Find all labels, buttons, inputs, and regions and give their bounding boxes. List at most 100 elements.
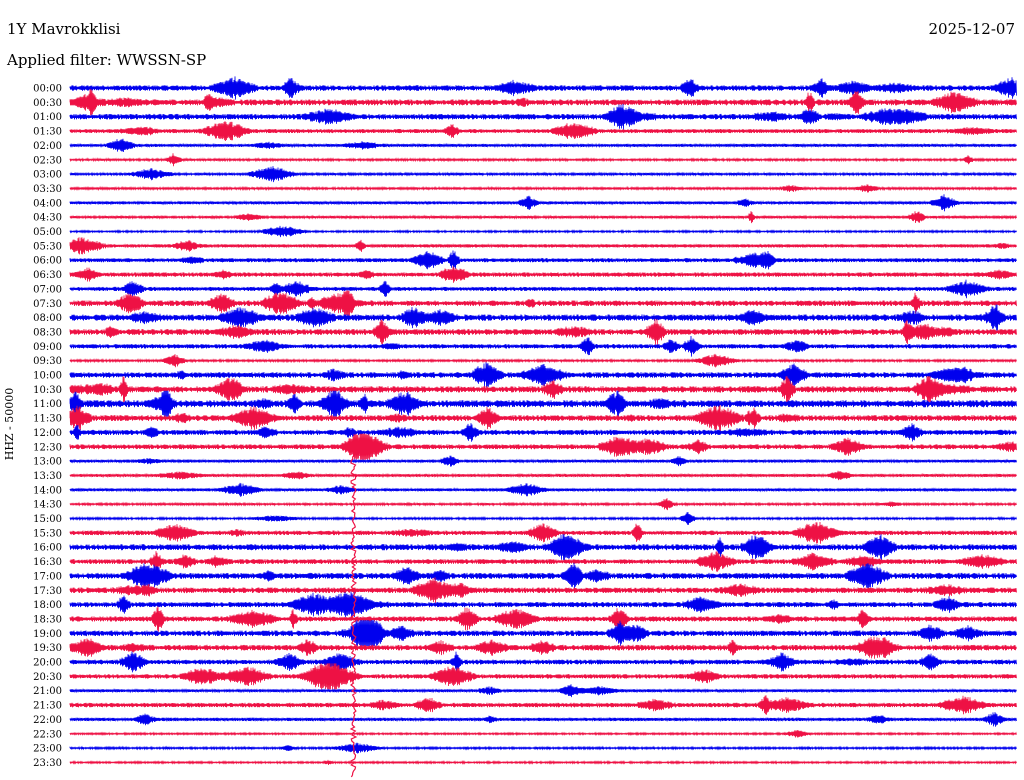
time-tick-label: 02:00	[33, 141, 62, 152]
seismic-trace-1730	[69, 577, 1017, 604]
seismic-trace-1230	[69, 433, 1017, 460]
seismic-trace-1200	[69, 423, 1017, 442]
seismic-trace-0330	[69, 184, 1017, 193]
time-tick-label: 18:30	[33, 614, 62, 625]
time-tick-label: 09:00	[33, 342, 62, 353]
seismic-trace-0030	[69, 89, 1017, 116]
seismic-trace-1030	[69, 376, 1017, 403]
time-tick-label: 16:00	[33, 543, 62, 554]
seismic-trace-0830	[69, 318, 1017, 345]
seismic-trace-0230	[69, 153, 1017, 167]
time-tick-label: 07:30	[33, 299, 62, 310]
seismic-trace-1830	[69, 606, 1017, 632]
time-tick-label: 13:00	[33, 457, 62, 468]
time-tick-label: 12:30	[33, 442, 62, 453]
date-label: 2025-12-07	[928, 20, 1015, 38]
time-tick-label: 16:30	[33, 557, 62, 568]
seismic-trace-1900	[69, 620, 1017, 647]
seismic-trace-0300	[69, 166, 1017, 183]
seismic-trace-0730	[69, 290, 1017, 317]
seismic-trace-0130	[69, 121, 1017, 142]
seismic-trace-0500	[69, 225, 1017, 238]
seismic-trace-0700	[69, 279, 1017, 299]
time-tick-label: 00:30	[33, 98, 62, 109]
seismic-trace-2000	[69, 651, 1017, 673]
time-tick-label: 11:00	[33, 399, 62, 410]
seismic-trace-0530	[69, 237, 1017, 255]
seismic-trace-2030	[69, 663, 1017, 690]
seismic-trace-1000	[69, 362, 1017, 388]
seismic-trace-1700	[69, 562, 1017, 589]
time-tick-label: 05:00	[33, 227, 62, 238]
seismic-trace-1600	[69, 534, 1017, 561]
seismic-trace-1500	[69, 512, 1017, 525]
time-tick-label: 02:30	[33, 155, 62, 166]
seismic-trace-2230	[69, 729, 1017, 738]
time-tick-label: 10:00	[33, 371, 62, 382]
time-tick-label: 05:30	[33, 241, 62, 252]
time-tick-label: 14:00	[33, 485, 62, 496]
time-tick-label: 18:00	[33, 600, 62, 611]
time-tick-label: 01:00	[33, 112, 62, 123]
time-tick-label: 01:30	[33, 127, 62, 138]
time-tick-label: 20:30	[33, 672, 62, 683]
seismic-trace-0400	[69, 194, 1017, 212]
seismic-trace-1630	[69, 551, 1017, 573]
time-tick-label: 12:00	[33, 428, 62, 439]
time-tick-label: 10:30	[33, 385, 62, 396]
seismic-trace-1130	[69, 405, 1017, 432]
time-tick-label: 19:00	[33, 629, 62, 640]
station-title: 1Y Mavrokklisi	[7, 20, 121, 38]
time-tick-label: 22:00	[33, 715, 62, 726]
time-tick-label: 15:00	[33, 514, 62, 525]
time-tick-label: 21:30	[33, 701, 62, 712]
time-tick-label: 04:30	[33, 213, 62, 224]
seismic-trace-1400	[69, 482, 1017, 497]
seismic-trace-1800	[69, 591, 1017, 618]
time-tick-label: 23:30	[33, 758, 62, 769]
time-tick-label: 22:30	[33, 729, 62, 740]
seismic-trace-0800	[69, 304, 1017, 331]
time-tick-label: 00:00	[33, 84, 62, 95]
time-tick-label: 11:30	[33, 414, 62, 425]
time-tick-label: 23:00	[33, 744, 62, 755]
time-tick-label: 15:30	[33, 528, 62, 539]
time-tick-label: 08:00	[33, 313, 62, 324]
seismic-trace-1330	[69, 470, 1017, 481]
time-tick-label: 06:30	[33, 270, 62, 281]
time-tick-label: 17:30	[33, 586, 62, 597]
time-tick-label: 03:30	[33, 184, 62, 195]
time-tick-label: 21:00	[33, 686, 62, 697]
time-tick-label: 08:30	[33, 327, 62, 338]
filter-label: Applied filter: WWSSN-SP	[7, 51, 207, 69]
time-tick-label: 19:30	[33, 643, 62, 654]
seismic-trace-1430	[69, 498, 1017, 511]
seismic-trace-0600	[69, 250, 1017, 270]
seismic-trace-1100	[69, 390, 1017, 417]
time-tick-label: 14:30	[33, 500, 62, 511]
seismic-trace-2100	[69, 684, 1017, 698]
seismic-trace-0430	[69, 211, 1017, 224]
time-tick-label: 20:00	[33, 658, 62, 669]
seismic-trace-0930	[69, 353, 1017, 368]
time-tick-label: 13:30	[33, 471, 62, 482]
seismic-trace-2200	[69, 712, 1017, 727]
time-tick-label: 03:00	[33, 170, 62, 181]
time-tick-label: 07:00	[33, 284, 62, 295]
seismic-trace-1930	[69, 636, 1017, 659]
seismic-trace-2330	[69, 759, 1017, 766]
time-tick-label: 09:30	[33, 356, 62, 367]
time-tick-label: 17:00	[33, 571, 62, 582]
seismic-trace-1530	[69, 521, 1017, 544]
seismic-trace-2300	[69, 742, 1017, 754]
seismic-trace-1300	[69, 455, 1017, 467]
seismic-trace-0630	[69, 266, 1017, 283]
seismic-trace-0000	[69, 76, 1017, 100]
time-tick-label: 04:00	[33, 198, 62, 209]
seismic-trace-2130	[69, 695, 1017, 715]
seismic-trace-0100	[69, 103, 1017, 130]
seismic-trace-0200	[69, 138, 1017, 153]
seismic-trace-0900	[69, 335, 1017, 357]
time-tick-label: 06:00	[33, 256, 62, 267]
